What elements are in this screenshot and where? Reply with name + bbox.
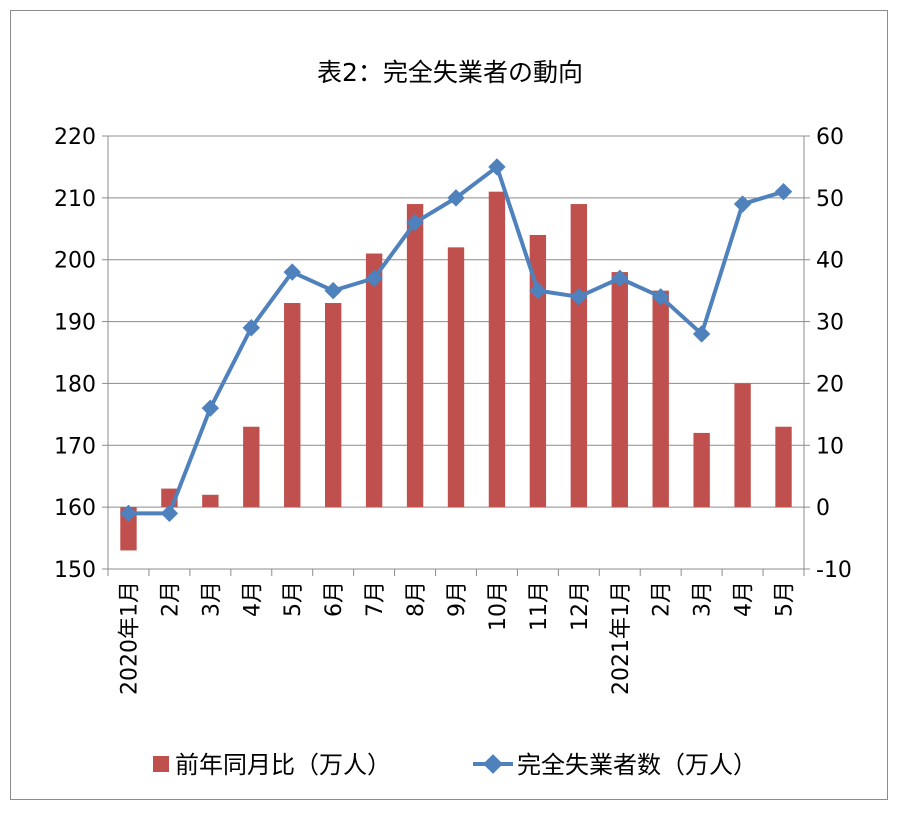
y-left-tick-label: 170 <box>54 434 96 459</box>
y-right-tick-label: 0 <box>816 496 830 521</box>
y-left-tick-label: 180 <box>54 372 96 397</box>
line-point <box>611 269 629 287</box>
x-tick-label: 8月 <box>404 581 429 617</box>
y-right-tick-label: 20 <box>816 372 844 397</box>
y-right-tick-label: 30 <box>816 311 844 336</box>
x-tick-label: 5月 <box>281 581 306 617</box>
x-tick-label: 12月 <box>568 581 593 631</box>
bar <box>447 247 465 508</box>
x-tick-label: 4月 <box>240 581 265 617</box>
y-right-tick-label: 10 <box>816 434 844 459</box>
line-point <box>692 325 711 343</box>
legend-layer: 前年同月比（万人） 完全失業者数（万人） <box>153 751 757 779</box>
line-point <box>406 213 424 232</box>
x-tick-label: 3月 <box>199 581 224 617</box>
legend-swatch-bar <box>153 756 169 772</box>
y-right-tick-label: 60 <box>816 125 844 150</box>
bars-layer <box>120 191 792 551</box>
labels-layer: 150 -10 160 0 170 10 180 20 190 30 200 40 210 50 220 60… <box>54 125 852 695</box>
line-point <box>733 195 752 213</box>
line-point <box>160 504 179 523</box>
line-point <box>774 182 793 201</box>
x-tick-label: 11月 <box>527 581 552 631</box>
line-point <box>529 281 547 300</box>
bar <box>406 204 424 508</box>
x-tick-label: 4月 <box>732 581 757 617</box>
bar <box>611 272 628 508</box>
bar <box>120 507 137 551</box>
y-right-tick-label: 50 <box>816 187 844 212</box>
x-tick-label: 6月 <box>322 581 347 617</box>
line-point <box>119 504 138 523</box>
line-point <box>651 288 670 306</box>
axes-layer <box>102 135 810 576</box>
bar <box>324 303 342 508</box>
bar <box>529 234 547 508</box>
x-tick-label: 7月 <box>363 581 388 617</box>
line-point <box>324 281 342 300</box>
line-point <box>488 158 506 176</box>
x-tick-label: 2021年1月 <box>609 581 634 695</box>
line-layer <box>119 158 793 523</box>
line-point <box>447 189 465 207</box>
y-left-tick-label: 150 <box>54 558 96 583</box>
y-right-tick-label: -10 <box>816 558 852 583</box>
bar <box>693 432 710 508</box>
x-tick-label: 5月 <box>773 581 798 617</box>
x-tick-label: 2月 <box>650 581 675 617</box>
y-left-tick-label: 160 <box>54 496 96 521</box>
y-left-tick-label: 200 <box>54 249 96 274</box>
legend-swatch-marker <box>483 754 503 774</box>
chart-svg: 表2：完全失業者の動向 150 -10 160 0 170 10 180 20 190 30 200… <box>54 58 852 779</box>
bar <box>570 204 588 508</box>
line-point <box>283 263 301 281</box>
chart-title: 表2：完全失業者の動向 <box>317 58 583 87</box>
bar <box>365 253 383 508</box>
chart-frame: 表2：完全失業者の動向 150 -10 160 0 170 10 180 20 190 30 200… <box>10 10 888 800</box>
bar <box>488 191 506 508</box>
x-tick-label: 10月 <box>486 581 511 631</box>
legend-label-line: 完全失業者数（万人） <box>517 751 757 779</box>
x-tick-label: 2月 <box>158 581 183 617</box>
line-point <box>242 319 261 337</box>
bar <box>202 494 219 508</box>
bar <box>775 426 792 508</box>
y-left-tick-label: 210 <box>54 187 96 212</box>
bar <box>652 290 669 508</box>
line-point <box>570 288 588 306</box>
bar <box>734 383 751 508</box>
bar <box>284 303 301 508</box>
x-tick-label: 2020年1月 <box>117 581 142 695</box>
y-right-tick-label: 40 <box>816 249 844 274</box>
x-tick-label: 9月 <box>445 581 470 617</box>
line-point <box>201 399 220 417</box>
line-point <box>365 269 383 287</box>
legend-label-bar: 前年同月比（万人） <box>175 751 391 779</box>
y-left-tick-label: 220 <box>54 125 96 150</box>
bar <box>243 426 260 508</box>
y-left-tick-label: 190 <box>54 311 96 336</box>
x-tick-label: 3月 <box>691 581 716 617</box>
